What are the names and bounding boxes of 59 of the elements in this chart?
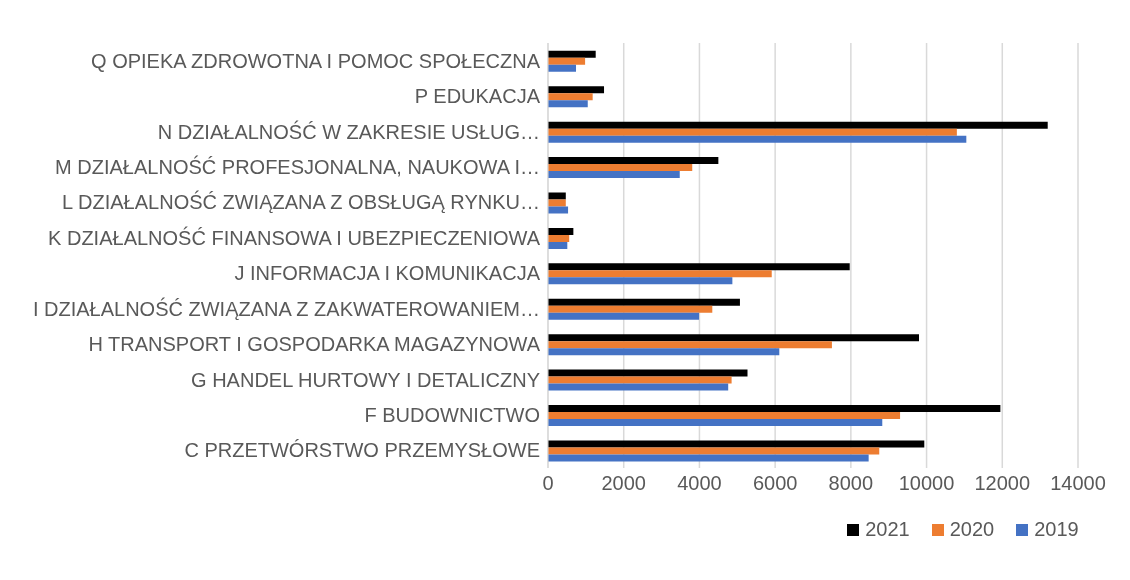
bar [548, 277, 733, 285]
bar [548, 164, 693, 172]
bar [548, 348, 780, 356]
bar [548, 270, 772, 278]
bar [548, 263, 850, 271]
bar [548, 57, 586, 65]
bar [548, 192, 566, 200]
x-tick-label: 2000 [601, 472, 646, 495]
y-tick-label: H TRANSPORT I GOSPODARKA MAGAZYNOWA [88, 333, 541, 356]
y-tick-label: G HANDEL HURTOWY I DETALICZNY [191, 368, 540, 391]
bar [548, 157, 719, 165]
y-tick-label: I DZIAŁALNOŚĆ ZWIĄZANA Z ZAKWATEROWANIEM… [32, 296, 540, 320]
bar [548, 206, 569, 214]
x-tick-label: 10000 [898, 472, 955, 495]
bar [548, 93, 593, 101]
bar [548, 241, 568, 249]
x-tick-label: 4000 [677, 472, 722, 495]
bar [548, 312, 700, 320]
bar [548, 86, 605, 94]
bar [548, 383, 729, 391]
y-tick-label: C PRZETWÓRSTWO PRZEMYSŁOWE [184, 439, 540, 462]
bar [548, 454, 869, 462]
y-tick-label: J INFORMACJA I KOMUNIKACJA [234, 262, 541, 285]
legend-label: 2021 [865, 518, 910, 541]
bar [548, 376, 732, 384]
x-tick-label: 14000 [1050, 472, 1106, 495]
bar [548, 234, 570, 242]
bar [548, 447, 880, 455]
bar [548, 369, 748, 377]
y-tick-label: M DZIAŁALNOŚĆ PROFESJONALNA, NAUKOWA I… [55, 155, 540, 179]
y-tick-label: F BUDOWNICTWO [364, 403, 540, 426]
bar [548, 135, 967, 143]
bar [548, 341, 832, 349]
bar [548, 298, 740, 306]
bar [548, 121, 1048, 129]
bar [548, 418, 883, 426]
legend-label: 2019 [1034, 518, 1079, 541]
y-tick-label: P EDUKACJA [414, 85, 541, 108]
y-tick-label: Q OPIEKA ZDROWOTNA I POMOC SPOŁECZNA [91, 49, 541, 72]
bar [548, 50, 596, 58]
x-tick-label: 12000 [974, 472, 1031, 495]
x-tick-label: 6000 [752, 472, 798, 495]
bar [548, 64, 577, 72]
bar [548, 334, 919, 342]
bar [548, 411, 901, 419]
bar [548, 404, 1001, 412]
y-tick-label: N DZIAŁALNOŚĆ W ZAKRESIE USŁUG… [157, 119, 540, 143]
legend-label: 2020 [949, 518, 995, 541]
bar [548, 128, 957, 136]
bar [548, 227, 574, 235]
x-tick-label: 8000 [828, 472, 874, 495]
bar [548, 171, 680, 179]
y-tick-label: L DZIAŁALNOŚĆ ZWIĄZANA Z OBSŁUGĄ RYNKU… [62, 190, 540, 214]
bar [548, 100, 588, 108]
y-tick-label: K DZIAŁALNOŚĆ FINANSOWA I UBEZPIECZENIOWA [48, 225, 541, 249]
bar [548, 440, 925, 448]
x-tick-label: 0 [542, 472, 554, 495]
bar [548, 199, 566, 207]
bar [548, 305, 713, 313]
